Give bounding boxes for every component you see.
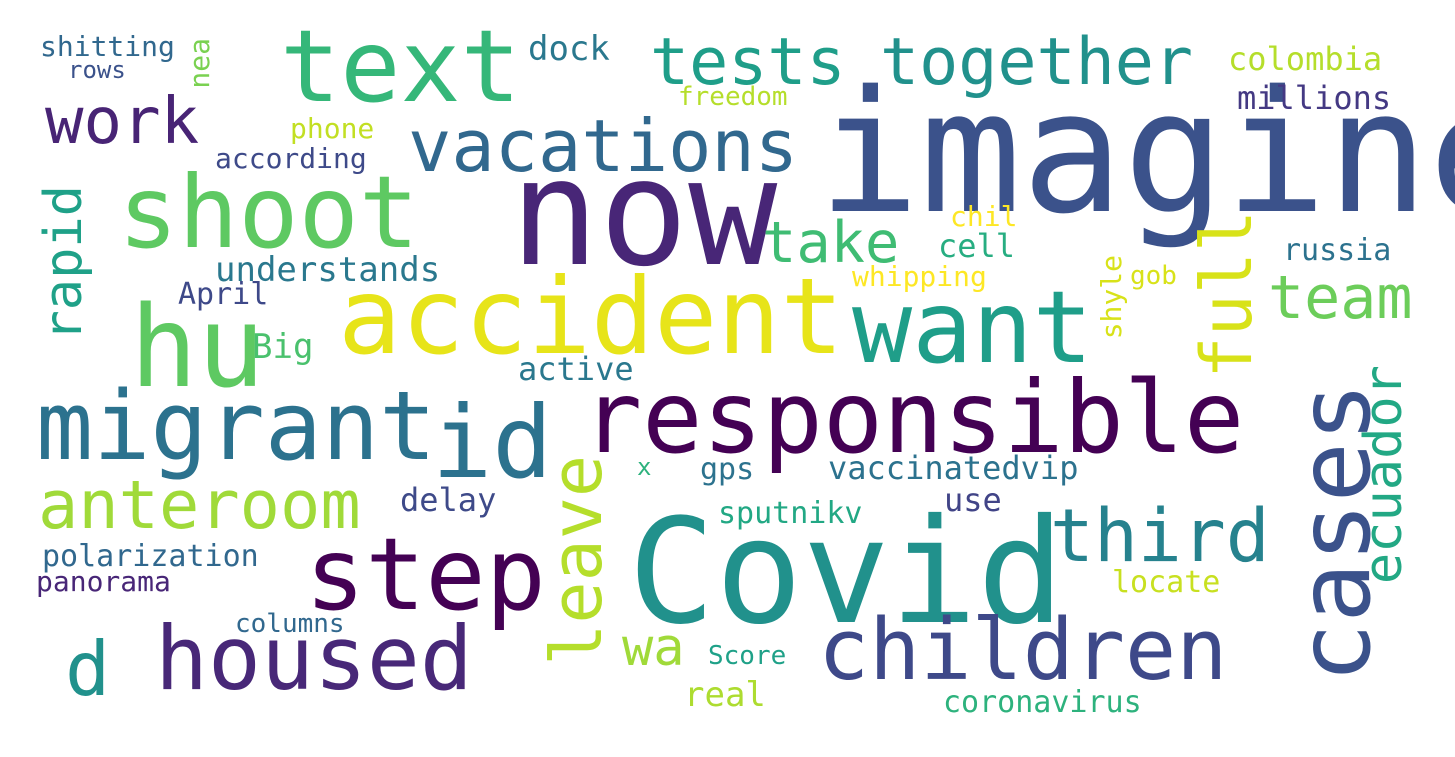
word-leave: leave bbox=[536, 455, 618, 666]
word-columns: columns bbox=[235, 609, 345, 639]
word-whipping: whipping bbox=[852, 260, 987, 293]
word-anteroom: anteroom bbox=[38, 466, 361, 544]
word-x: x bbox=[637, 453, 652, 481]
word-understands: understands bbox=[215, 250, 441, 290]
word-according: according bbox=[215, 142, 367, 175]
word-imagine: imagine bbox=[818, 54, 1455, 251]
word-take: take bbox=[762, 210, 900, 276]
word-gps: gps bbox=[700, 452, 755, 487]
word-together: together bbox=[880, 25, 1194, 100]
word-coronavirus: coronavirus bbox=[943, 685, 1142, 720]
word-active: active bbox=[518, 350, 634, 388]
word-gob: gob bbox=[1130, 261, 1177, 291]
word-step: step bbox=[305, 516, 546, 633]
word-panorama: panorama bbox=[36, 565, 171, 598]
word-colombia: colombia bbox=[1228, 40, 1383, 78]
word-april: April bbox=[178, 277, 269, 312]
word-d: d bbox=[65, 625, 111, 713]
word-freedom: freedom bbox=[678, 82, 788, 112]
word-polarization: polarization bbox=[42, 539, 259, 574]
word-responsible: responsible bbox=[582, 359, 1245, 476]
word-children: children bbox=[818, 601, 1228, 700]
word-third: third bbox=[1050, 494, 1270, 579]
word-locate: locate bbox=[1112, 565, 1221, 600]
word-real: real bbox=[684, 675, 766, 715]
word-full: full bbox=[1186, 210, 1268, 379]
word-big: Big bbox=[252, 327, 314, 367]
word-dock: dock bbox=[528, 29, 610, 69]
word-cell: cell bbox=[938, 227, 1016, 265]
word-chil: chil bbox=[950, 200, 1018, 233]
word-delay: delay bbox=[400, 481, 497, 519]
word-housed: housed bbox=[155, 607, 473, 710]
word-tests: tests bbox=[650, 25, 846, 100]
word-phone: phone bbox=[290, 112, 375, 145]
word-vaccinatedvip: vaccinatedvip bbox=[828, 449, 1079, 487]
word-wa: wa bbox=[622, 618, 685, 678]
word-shitting: shitting bbox=[40, 30, 175, 63]
word-accident: accident bbox=[338, 256, 844, 378]
word-shyle: shyle bbox=[1095, 255, 1128, 340]
word-use: use bbox=[944, 481, 1002, 519]
word-hu: hu bbox=[130, 283, 265, 413]
word-russia: russia bbox=[1283, 233, 1392, 268]
word-migrant: migrant bbox=[36, 372, 437, 482]
word-rows: rows bbox=[68, 56, 126, 84]
word-team: team bbox=[1268, 263, 1413, 333]
word-id: id bbox=[432, 384, 553, 501]
word-ecuador: ecuador bbox=[1354, 365, 1414, 585]
word-shoot: shoot bbox=[118, 154, 420, 271]
word-score: Score bbox=[708, 641, 787, 671]
word-covid: Covid bbox=[628, 488, 1065, 657]
word-vacations: vacations bbox=[408, 104, 799, 188]
word-now: now bbox=[510, 127, 778, 299]
word-text: text bbox=[280, 8, 521, 125]
word-work: work bbox=[45, 85, 200, 159]
word-rapid: rapid bbox=[34, 185, 94, 342]
word-millions: millions bbox=[1237, 79, 1392, 117]
word-want: want bbox=[852, 269, 1093, 386]
word-nea: nea bbox=[183, 38, 216, 89]
word-sputnikv: sputnikv bbox=[718, 496, 863, 531]
